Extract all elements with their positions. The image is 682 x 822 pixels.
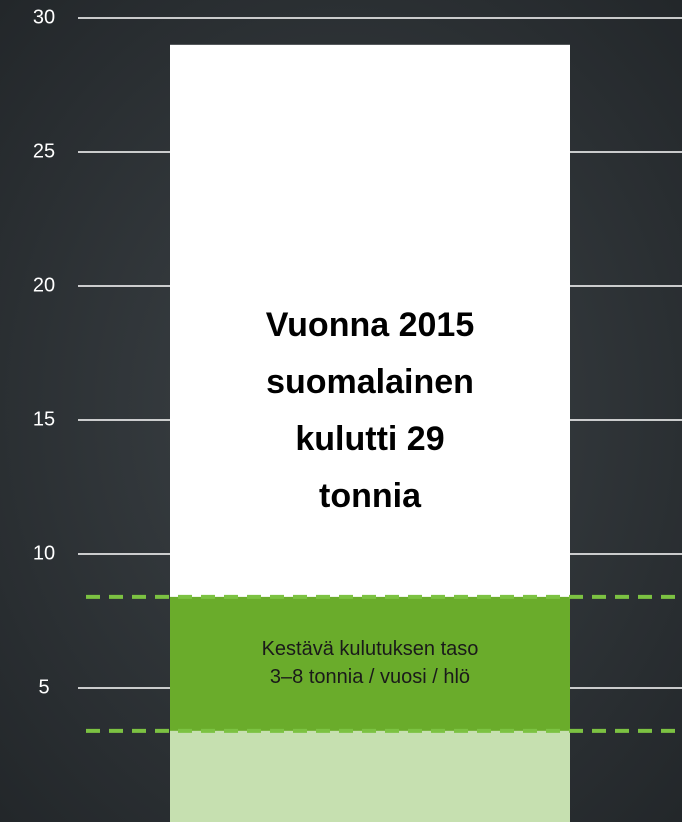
band [170,597,570,731]
annotation: tonnia [319,477,422,515]
y-tick-label: 30 [33,6,55,28]
annotation: kulutti 29 [295,420,444,458]
annotation: Vuonna 2015 [266,306,474,344]
y-tick-label: 10 [33,542,55,564]
below-band [170,731,570,822]
y-tick-label: 20 [33,274,55,296]
chart: 5 10 15 20 25 30 Vuonna 2015 suomalainen kulutti… [0,0,682,822]
y-tick-label: 25 [33,140,55,162]
y-tick-label: 15 [33,408,55,430]
band-label: Kestävä kulutuksen taso [262,638,479,660]
band-label: 3–8 tonnia / vuosi / hlö [270,666,470,688]
annotation: suomalainen [266,363,474,401]
y-tick-label: 5 [38,676,49,698]
